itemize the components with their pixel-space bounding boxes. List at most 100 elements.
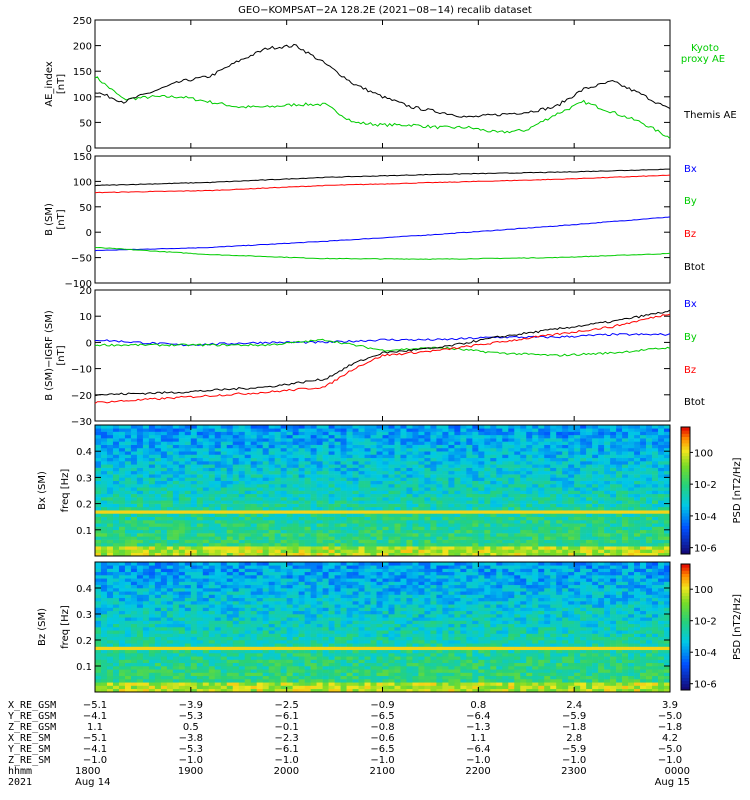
- spectrogram-cell: [574, 539, 581, 544]
- spectrogram-cell: [280, 438, 287, 442]
- spectrogram-cell: [112, 685, 120, 690]
- spectrogram-cell: [304, 483, 311, 488]
- spectrogram-cell: [190, 441, 198, 445]
- spectrogram-cell: [382, 529, 389, 534]
- spectrogram-cell: [136, 675, 144, 680]
- spectrogram-cell: [574, 425, 581, 429]
- spectrogram-cell: [292, 542, 299, 547]
- spectrogram-cell: [580, 500, 587, 504]
- spectrogram-cell: [286, 516, 293, 521]
- spectrogram-cell: [358, 483, 365, 488]
- spectrogram-cell: [556, 503, 563, 508]
- spectrogram-cell: [136, 653, 144, 657]
- spectrogram-cell: [394, 500, 401, 504]
- spectrogram-cell: [226, 480, 234, 485]
- spectrogram-cell: [184, 659, 192, 664]
- spectrogram-cell: [124, 487, 132, 491]
- spectrogram-cell: [478, 542, 485, 547]
- spectrogram-cell: [466, 467, 473, 472]
- spectrogram-cell: [106, 656, 114, 660]
- spectrogram-cell: [310, 526, 317, 531]
- spectrogram-cell: [442, 464, 449, 468]
- spectrogram-cell: [586, 516, 593, 521]
- spectrogram-cell: [148, 601, 156, 605]
- spectrogram-cell: [574, 510, 581, 514]
- spectrogram-cell: [95, 464, 102, 468]
- spectrogram-cell: [610, 506, 617, 511]
- spectrogram-cell: [322, 477, 329, 481]
- spectrogram-cell: [490, 483, 497, 488]
- spectrogram-cell: [196, 523, 204, 527]
- spectrogram-cell: [148, 588, 156, 592]
- spectrogram-cell: [124, 542, 132, 547]
- spectrogram-cell: [502, 451, 509, 455]
- spectrogram-cell: [562, 428, 569, 432]
- spectrogram-cell: [520, 549, 527, 554]
- spectrogram-cell: [658, 474, 665, 478]
- spectrogram-cell: [436, 510, 443, 514]
- spectrogram-cell: [346, 529, 353, 534]
- spectrogram-cell: [388, 519, 395, 524]
- spectrogram-cell: [472, 503, 479, 508]
- spectrogram-cell: [382, 539, 389, 544]
- spectrogram-cell: [214, 604, 222, 608]
- spectrogram-cell: [112, 688, 120, 693]
- spectrogram-cell: [430, 461, 437, 465]
- spectrogram-cell: [496, 441, 503, 445]
- spectrogram-cell: [106, 640, 114, 644]
- spectrogram-cell: [406, 542, 413, 547]
- spectrogram-cell: [622, 490, 629, 495]
- spectrogram-cell: [382, 526, 389, 531]
- spectrogram-cell: [346, 474, 353, 478]
- spectrogram-cell: [454, 434, 461, 439]
- spectrogram-cell: [148, 516, 156, 521]
- spectrogram-cell: [196, 685, 204, 690]
- spectrogram-cell: [448, 516, 455, 521]
- colorbar-step: [681, 477, 690, 482]
- spectrogram-cell: [136, 682, 144, 686]
- spectrogram-cell: [424, 536, 431, 540]
- spectrogram-cell: [394, 487, 401, 491]
- spectrogram-cell: [394, 467, 401, 472]
- spectrogram-cell: [136, 464, 144, 468]
- spectrogram-cell: [190, 688, 198, 693]
- spectrogram-cell: [214, 672, 222, 677]
- spectrogram-cell: [154, 480, 162, 485]
- spectrogram-cell: [478, 519, 485, 524]
- spectrogram-cell: [220, 617, 228, 621]
- spectrogram-cell: [130, 529, 138, 534]
- spectrogram-cell: [580, 510, 587, 514]
- spectrogram-cell: [628, 523, 635, 527]
- spectrogram-cell: [214, 457, 222, 462]
- spectrogram-cell: [466, 477, 473, 481]
- spectrogram-cell: [316, 506, 323, 511]
- spectrogram-cell: [520, 533, 527, 537]
- spectrogram-cell: [544, 461, 551, 465]
- spectrogram-cell: [550, 529, 557, 534]
- spectrogram-cell: [370, 461, 377, 465]
- spectrogram-cell: [352, 457, 359, 462]
- spectrogram-cell: [190, 591, 198, 595]
- colorbar-step: [681, 525, 690, 530]
- spectrogram-cell: [148, 581, 156, 586]
- spectrogram-cell: [664, 500, 671, 504]
- spectrogram-cell: [214, 461, 222, 465]
- spectrogram-cell: [532, 549, 539, 554]
- spectrogram-cell: [148, 675, 156, 680]
- spectrogram-cell: [118, 630, 126, 634]
- spectrogram-cell: [244, 536, 252, 540]
- spectrogram-cell: [118, 523, 126, 527]
- spectrogram-cell: [166, 588, 174, 592]
- spectrogram-cell: [628, 480, 635, 485]
- spectrogram-cell: [100, 425, 108, 429]
- spectrogram-cell: [652, 483, 659, 488]
- spectrogram-cell: [568, 447, 575, 452]
- spectrogram-cell: [274, 523, 281, 527]
- spectrogram-cell: [622, 503, 629, 508]
- spectrogram-cell: [544, 490, 551, 495]
- spectrogram-cell: [190, 571, 198, 576]
- spectrogram-cell: [106, 578, 114, 582]
- spectrogram-cell: [226, 597, 234, 602]
- spectrogram-cell: [95, 630, 102, 634]
- spectrogram-cell: [334, 506, 341, 511]
